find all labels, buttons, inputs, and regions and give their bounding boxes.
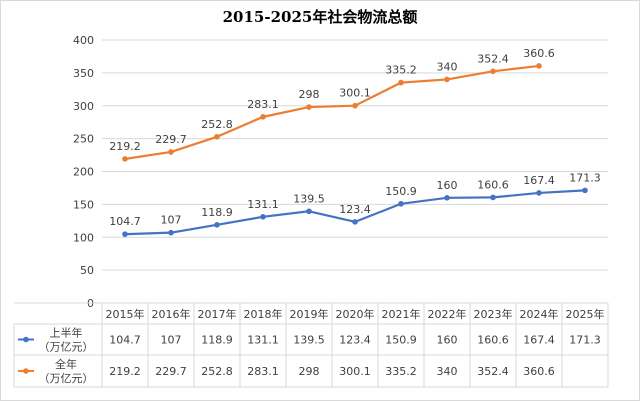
data-label: 335.2 [385,64,417,77]
legend-label-unit: （万亿元） [39,372,94,385]
data-label: 150.9 [385,185,417,198]
y-tick-label: 100 [73,231,94,244]
data-point [214,222,220,228]
data-label: 171.3 [569,171,601,184]
data-label: 219.2 [109,140,141,153]
data-label: 352.4 [477,52,509,65]
data-label: 123.4 [339,203,371,216]
data-label: 283.1 [247,98,279,111]
data-point [214,134,220,140]
table-cell-value: 283.1 [247,365,279,378]
table-cell-value: 229.7 [155,365,187,378]
legend-key-marker [23,368,29,374]
x-tick-label: 2017年 [198,307,237,321]
y-tick-label: 300 [73,100,94,113]
data-point [168,230,174,236]
data-label: 160 [437,179,458,192]
x-tick-label: 2020年 [336,307,375,321]
data-label: 167.4 [523,174,555,187]
data-point [444,195,450,201]
data-label: 300.1 [339,87,371,100]
y-tick-label: 150 [73,198,94,211]
table-cell-value: 298 [299,365,320,378]
y-tick-label: 400 [73,34,94,47]
data-point [582,188,588,194]
table-cell-value: 360.6 [523,365,555,378]
data-label: 160.6 [477,178,509,191]
data-label: 131.1 [247,198,279,211]
data-point [306,104,312,110]
y-tick-label: 50 [80,264,94,277]
table-cell-value: 107 [161,334,182,347]
table-cell-value: 352.4 [477,365,509,378]
series-line [125,66,539,159]
data-point [122,156,128,162]
table-cell-value: 139.5 [293,334,325,347]
table-cell-value: 131.1 [247,334,279,347]
data-label: 139.5 [293,192,325,205]
table-cell-value: 335.2 [385,365,417,378]
data-label: 298 [299,88,320,101]
table-cell-value: 340 [437,365,458,378]
table-cell-value: 160 [437,334,458,347]
data-point [444,77,450,83]
x-tick-label: 2019年 [290,307,329,321]
table-cell-value: 118.9 [201,334,233,347]
table-cell-value: 150.9 [385,334,417,347]
data-point [398,80,404,86]
table-cell-value: 252.8 [201,365,233,378]
x-tick-label: 2023年 [474,307,513,321]
data-point [122,231,128,237]
table-cell-value: 167.4 [523,334,555,347]
data-point [306,208,312,214]
table-cell-value: 123.4 [339,334,371,347]
data-label: 118.9 [201,206,233,219]
data-point [260,214,266,220]
data-point [260,114,266,120]
x-tick-label: 2021年 [382,307,421,321]
data-point [352,219,358,225]
table-cell-value: 300.1 [339,365,371,378]
legend-key-marker [23,337,29,343]
y-tick-label: 250 [73,133,94,146]
data-label: 360.6 [523,47,555,60]
data-point [490,195,496,201]
data-label: 252.8 [201,118,233,131]
data-point [536,63,542,69]
table-cell-value: 219.2 [109,365,141,378]
data-point [536,190,542,196]
x-tick-label: 2016年 [152,307,191,321]
y-tick-label: 350 [73,67,94,80]
data-label: 229.7 [155,133,187,146]
data-label: 107 [161,214,182,227]
x-tick-label: 2025年 [566,307,605,321]
table-cell-value: 160.6 [477,334,509,347]
data-label: 104.7 [109,215,141,228]
legend-label-unit: （万亿元） [39,341,94,354]
data-label: 340 [437,60,458,73]
y-tick-label: 200 [73,166,94,179]
x-tick-label: 2015年 [106,307,145,321]
data-point [352,103,358,109]
x-tick-label: 2018年 [244,307,283,321]
legend-label: 上半年 [50,326,83,340]
data-point [168,149,174,155]
x-tick-label: 2022年 [428,307,467,321]
data-point [490,68,496,74]
data-point [398,201,404,207]
x-tick-label: 2024年 [520,307,559,321]
table-cell-value: 171.3 [569,334,601,347]
table-cell-value: 104.7 [109,334,141,347]
legend-label: 全年 [55,357,77,371]
